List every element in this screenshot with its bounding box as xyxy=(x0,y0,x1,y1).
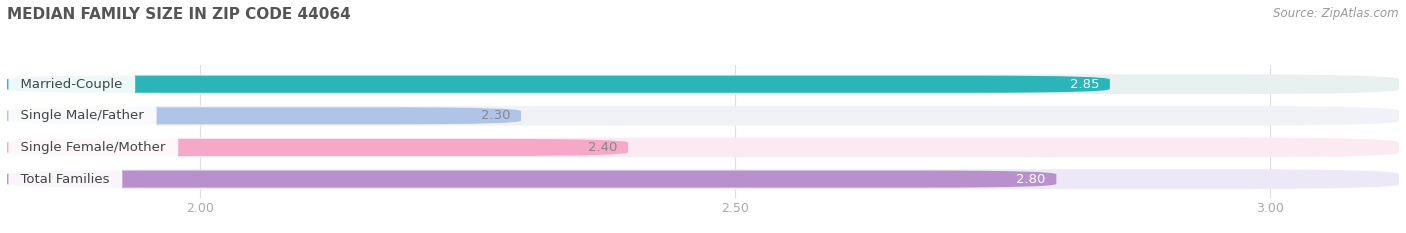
Text: 2.30: 2.30 xyxy=(481,109,510,122)
FancyBboxPatch shape xyxy=(7,169,1399,189)
FancyBboxPatch shape xyxy=(7,76,1109,93)
FancyBboxPatch shape xyxy=(7,171,1056,188)
Text: 2.85: 2.85 xyxy=(1070,78,1099,91)
FancyBboxPatch shape xyxy=(7,139,628,156)
Text: 2.80: 2.80 xyxy=(1017,173,1046,185)
Text: Source: ZipAtlas.com: Source: ZipAtlas.com xyxy=(1274,7,1399,20)
Text: Single Male/Father: Single Male/Father xyxy=(13,109,153,122)
Text: MEDIAN FAMILY SIZE IN ZIP CODE 44064: MEDIAN FAMILY SIZE IN ZIP CODE 44064 xyxy=(7,7,350,22)
FancyBboxPatch shape xyxy=(7,107,522,124)
FancyBboxPatch shape xyxy=(7,106,1399,126)
FancyBboxPatch shape xyxy=(7,74,1399,94)
Text: 2.40: 2.40 xyxy=(588,141,617,154)
FancyBboxPatch shape xyxy=(7,138,1399,157)
Text: Total Families: Total Families xyxy=(13,173,118,185)
Text: Married-Couple: Married-Couple xyxy=(13,78,131,91)
Text: Single Female/Mother: Single Female/Mother xyxy=(13,141,174,154)
